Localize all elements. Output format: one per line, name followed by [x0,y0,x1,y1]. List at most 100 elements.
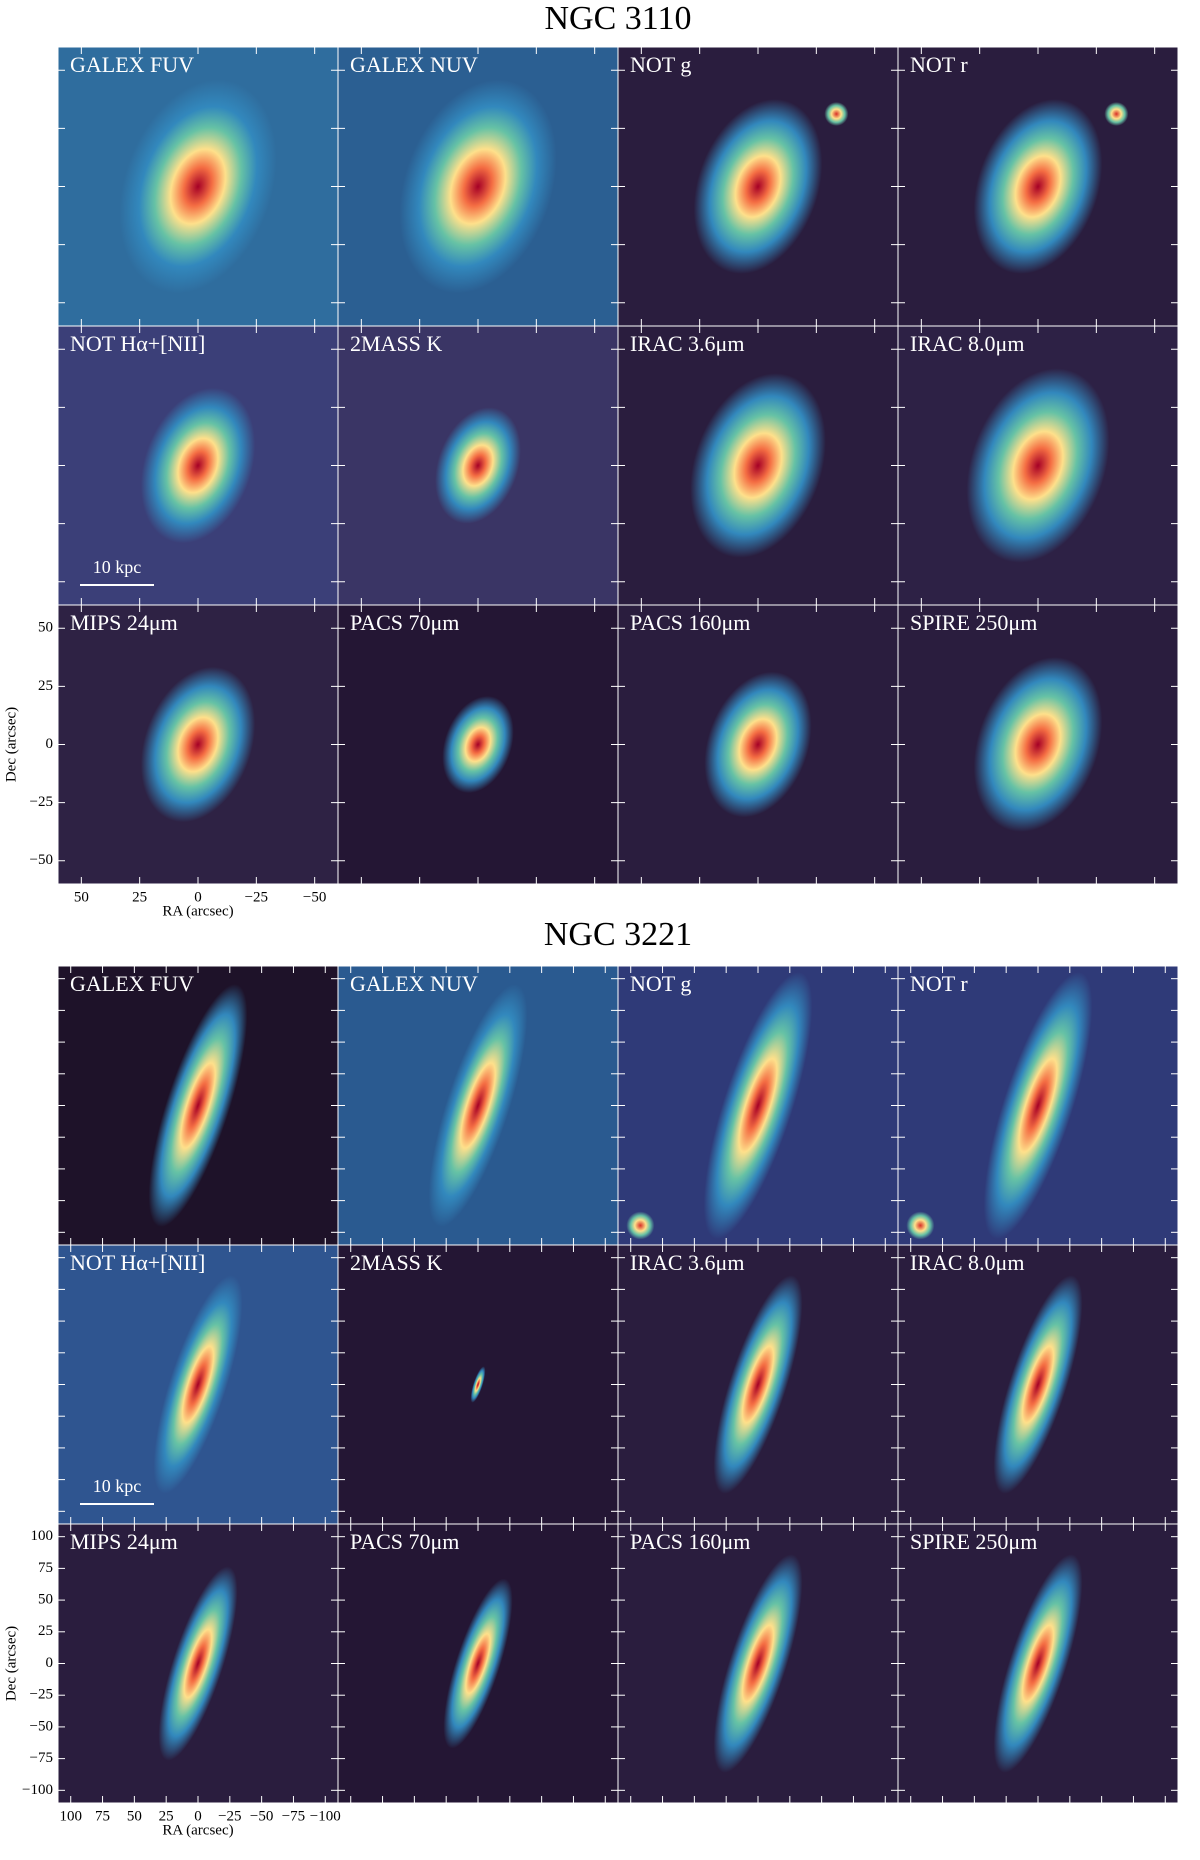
y-tick-label: 25 [38,1623,53,1639]
panel-label: NOT r [910,52,968,77]
x-tick-label: 50 [74,889,89,905]
panel: GALEX NUV [337,46,619,327]
panel-label: SPIRE 250μm [910,1529,1037,1554]
panel: SPIRE 250μm [897,604,1179,885]
y-tick-label: 0 [46,736,54,752]
panel-label: PACS 70μm [350,610,459,635]
star [626,1211,655,1240]
panel-label: NOT g [630,52,691,77]
x-tick-label: −25 [218,1808,241,1824]
panel-label: MIPS 24μm [70,1529,178,1554]
galaxy [399,79,557,294]
galaxy [442,695,514,794]
galaxy [158,1566,238,1761]
x-tick-label: 0 [194,889,202,905]
y-axis-label: Dec (arcsec) [3,1626,19,1701]
panel: NOT Hα+[NII] 10 kpc [57,325,339,606]
panel: IRAC 3.6μm [617,325,899,606]
panel-label: GALEX NUV [350,52,478,77]
galaxy [713,1275,803,1494]
y-tick-label: −25 [30,794,53,810]
panel: GALEX NUV [337,965,619,1246]
galaxy [693,99,823,274]
star [906,1211,935,1240]
galaxy [983,971,1093,1240]
panel-label: IRAC 3.6μm [630,331,744,356]
panel-label: PACS 160μm [630,610,750,635]
panel-label: 2MASS K [350,1250,442,1275]
galaxy [140,387,256,544]
x-tick-label: −25 [245,889,268,905]
panel-label: PACS 160μm [630,1529,750,1554]
x-tick-label: 0 [194,1808,202,1824]
panel: 2MASS K [337,1244,619,1525]
x-tick-label: 50 [127,1808,142,1824]
galaxy [704,671,812,818]
panel-label: PACS 70μm [350,1529,459,1554]
galaxy [470,1366,486,1403]
panel: IRAC 3.6μm [617,1244,899,1525]
panel: PACS 70μm [337,1523,619,1804]
panel: NOT r [897,46,1179,327]
panel: 2MASS K [337,325,619,606]
y-tick-label: −50 [30,1718,53,1734]
y-tick-label: −25 [30,1687,53,1703]
galaxy [713,1554,803,1773]
galaxy [148,984,248,1227]
panel-label: NOT Hα+[NII] [70,331,205,356]
x-tick-label: 75 [95,1808,110,1824]
galaxy [119,79,277,294]
panel: GALEX FUV [57,965,339,1246]
panel: SPIRE 250μm [897,1523,1179,1804]
panel: NOT g [617,965,899,1246]
y-axis-label: Dec (arcsec) [3,707,19,782]
galaxy [153,1275,243,1494]
galaxy [703,971,813,1240]
panel-label: IRAC 8.0μm [910,331,1024,356]
scale-bar-label: 10 kpc [93,1476,142,1496]
y-tick-label: 100 [31,1528,54,1544]
y-tick-label: 0 [46,1655,54,1671]
panel-label: MIPS 24μm [70,610,178,635]
panel: PACS 160μm [617,604,899,885]
panel-label: IRAC 8.0μm [910,1250,1024,1275]
star [1104,101,1129,126]
star [824,101,849,126]
galaxy [140,666,256,823]
panel: MIPS 24μm [57,604,339,885]
x-tick-label: 25 [132,889,147,905]
x-tick-label: 25 [159,1808,174,1824]
x-tick-label: −50 [303,889,326,905]
panel-label: NOT g [630,971,691,996]
panel: IRAC 8.0μm [897,325,1179,606]
galaxy [973,657,1103,832]
panel: PACS 160μm [617,1523,899,1804]
x-tick-label: 100 [59,1808,82,1824]
y-tick-label: −100 [22,1782,53,1798]
y-tick-label: 75 [38,1560,53,1576]
panel-label: 2MASS K [350,331,442,356]
y-tick-label: 50 [38,1592,53,1608]
panel: NOT r [897,965,1179,1246]
galaxy [973,99,1103,274]
galaxy [435,407,521,524]
x-tick-label: −50 [250,1808,273,1824]
y-tick-label: −50 [30,852,53,868]
y-tick-label: 25 [38,678,53,694]
panel-label: GALEX FUV [70,52,194,77]
panel: NOT Hα+[NII] 10 kpc [57,1244,339,1525]
figure-title: NGC 3221 [544,916,692,953]
panel: NOT g [617,46,899,327]
galaxy [428,984,528,1227]
galaxy [690,373,826,558]
panel: PACS 70μm [337,604,619,885]
x-axis-label: RA (arcsec) [162,903,233,919]
panel: MIPS 24μm [57,1523,339,1804]
figure-title: NGC 3110 [544,0,691,37]
panel: IRAC 8.0μm [897,1244,1179,1525]
x-axis-label: RA (arcsec) [162,1822,233,1838]
panel-label: SPIRE 250μm [910,610,1037,635]
y-tick-label: −75 [30,1750,53,1766]
x-tick-label: −100 [310,1808,341,1824]
